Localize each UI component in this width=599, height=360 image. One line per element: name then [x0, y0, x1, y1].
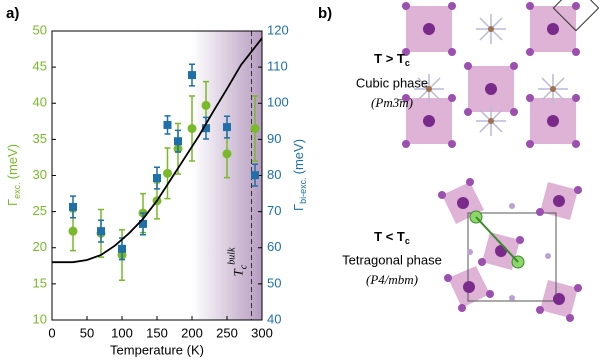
- data-point: [163, 168, 172, 178]
- y2-tick-label: 80: [267, 167, 281, 182]
- x-tick-label: 100: [111, 325, 133, 340]
- y2-axis-label: Γbi-exc. (meV): [291, 139, 308, 211]
- panel-label: b): [318, 5, 332, 22]
- x-tick-label: 200: [181, 325, 203, 340]
- data-point: [223, 123, 231, 132]
- y-tick-label: 30: [33, 167, 47, 182]
- condition-main: T < T: [374, 229, 405, 244]
- y-tick-label: 35: [33, 131, 47, 146]
- tetragonal-condition: T < Tc: [374, 229, 410, 246]
- y-tick-label: 10: [33, 311, 47, 326]
- y2-tick-label: 100: [267, 95, 289, 110]
- tetragonal-phase: Tetragonal phase: [342, 252, 442, 267]
- y-tick-label: 45: [33, 59, 47, 74]
- x-tick-label: 0: [48, 325, 55, 340]
- data-point: [187, 124, 197, 134]
- y-tick-label: 40: [33, 95, 47, 110]
- y-label-unit: (meV): [5, 144, 20, 179]
- data-point: [97, 227, 105, 236]
- y-axis-label: Γexc. (meV): [5, 144, 22, 206]
- data-point: [139, 219, 147, 228]
- condition-sub: c: [405, 58, 410, 68]
- x-tick-label: 300: [251, 325, 273, 340]
- data-point: [251, 171, 259, 180]
- cubic-condition: T > Tc: [374, 51, 410, 68]
- plot-frame: [51, 30, 263, 321]
- x-axis-label: Temperature (K): [110, 342, 204, 357]
- panel-label: a): [6, 5, 19, 22]
- y2-tick-label: 70: [267, 203, 281, 218]
- y2-label-main: Γ: [291, 204, 306, 211]
- tc-main: T: [230, 268, 245, 276]
- y-label-main: Γ: [5, 199, 20, 206]
- y2-tick-label: 40: [267, 311, 281, 326]
- data-point: [174, 137, 182, 146]
- tc-sub: c: [239, 264, 250, 269]
- y2-tick-label: 90: [267, 131, 281, 146]
- y2-tick-label: 60: [267, 239, 281, 254]
- data-point: [250, 124, 260, 134]
- data-point: [163, 120, 172, 129]
- data-point: [68, 226, 78, 236]
- data-point: [118, 244, 126, 253]
- data-point: [69, 202, 77, 211]
- cubic-phase: Cubic phase: [356, 75, 428, 90]
- data-point: [222, 149, 232, 159]
- fit-curve: [52, 37, 263, 264]
- tetragonal-group: (P4/mbm): [366, 272, 418, 287]
- y-tick-label: 25: [33, 203, 47, 218]
- x-tick-label: 250: [216, 325, 238, 340]
- condition-sub: c: [405, 236, 410, 246]
- y-tick-label: 50: [33, 22, 47, 37]
- x-tick-label: 150: [146, 325, 168, 340]
- y-tick-label: 20: [33, 239, 47, 254]
- y2-tick-label: 120: [267, 22, 289, 37]
- y2-tick-label: 110: [267, 59, 288, 74]
- cubic-group: (Pm3̄m): [371, 95, 413, 110]
- data-point: [188, 71, 196, 80]
- data-point: [153, 174, 161, 183]
- condition-main: T > T: [374, 51, 405, 66]
- y-tick-label: 15: [33, 275, 47, 290]
- x-tick-label: 50: [80, 325, 94, 340]
- y2-label-sub: bi-exc.: [298, 177, 308, 204]
- tetragonal-structure: [438, 178, 582, 322]
- tc-sup: bulk: [227, 247, 238, 265]
- y2-label-unit: (meV): [291, 139, 306, 174]
- tc-label: Tcbulk: [227, 247, 250, 276]
- data-point: [202, 124, 210, 133]
- plot: 0 50 100 150 200 250 300 10 15 20 25 30 35 40 45 50 40 50…: [33, 22, 289, 340]
- y-label-sub: exc.: [12, 182, 22, 199]
- cubic-structure: [402, 0, 599, 148]
- data-point: [201, 100, 211, 110]
- y2-tick-label: 50: [267, 275, 281, 290]
